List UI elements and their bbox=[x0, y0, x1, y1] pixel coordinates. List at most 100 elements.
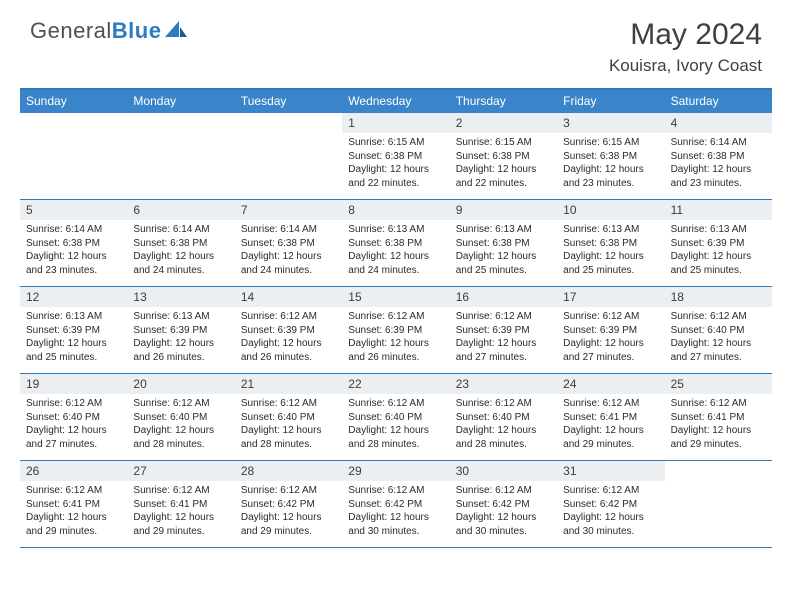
day-cell: 31Sunrise: 6:12 AMSunset: 6:42 PMDayligh… bbox=[557, 461, 664, 547]
day-cell: 2Sunrise: 6:15 AMSunset: 6:38 PMDaylight… bbox=[450, 113, 557, 199]
day-cell: 10Sunrise: 6:13 AMSunset: 6:38 PMDayligh… bbox=[557, 200, 664, 286]
weekday-header: Thursday bbox=[450, 90, 557, 113]
weekday-header: Wednesday bbox=[342, 90, 449, 113]
day-number: 11 bbox=[665, 200, 772, 220]
day-details: Sunrise: 6:12 AMSunset: 6:41 PMDaylight:… bbox=[557, 394, 664, 455]
day-cell: 14Sunrise: 6:12 AMSunset: 6:39 PMDayligh… bbox=[235, 287, 342, 373]
day-details: Sunrise: 6:13 AMSunset: 6:38 PMDaylight:… bbox=[557, 220, 664, 281]
weekday-header-row: SundayMondayTuesdayWednesdayThursdayFrid… bbox=[20, 90, 772, 113]
day-details: Sunrise: 6:12 AMSunset: 6:40 PMDaylight:… bbox=[342, 394, 449, 455]
day-cell: 28Sunrise: 6:12 AMSunset: 6:42 PMDayligh… bbox=[235, 461, 342, 547]
day-details: Sunrise: 6:14 AMSunset: 6:38 PMDaylight:… bbox=[127, 220, 234, 281]
day-number: 22 bbox=[342, 374, 449, 394]
title-block: May 2024 Kouisra, Ivory Coast bbox=[609, 18, 762, 76]
day-details: Sunrise: 6:13 AMSunset: 6:38 PMDaylight:… bbox=[342, 220, 449, 281]
day-details: Sunrise: 6:12 AMSunset: 6:42 PMDaylight:… bbox=[557, 481, 664, 542]
weekday-header: Sunday bbox=[20, 90, 127, 113]
day-number: 5 bbox=[20, 200, 127, 220]
day-number: 7 bbox=[235, 200, 342, 220]
week-row: 19Sunrise: 6:12 AMSunset: 6:40 PMDayligh… bbox=[20, 374, 772, 461]
day-cell: 27Sunrise: 6:12 AMSunset: 6:41 PMDayligh… bbox=[127, 461, 234, 547]
day-number: 31 bbox=[557, 461, 664, 481]
day-details: Sunrise: 6:14 AMSunset: 6:38 PMDaylight:… bbox=[665, 133, 772, 194]
day-cell: 7Sunrise: 6:14 AMSunset: 6:38 PMDaylight… bbox=[235, 200, 342, 286]
day-details: Sunrise: 6:14 AMSunset: 6:38 PMDaylight:… bbox=[235, 220, 342, 281]
day-cell: 24Sunrise: 6:12 AMSunset: 6:41 PMDayligh… bbox=[557, 374, 664, 460]
day-cell: 19Sunrise: 6:12 AMSunset: 6:40 PMDayligh… bbox=[20, 374, 127, 460]
day-number: 25 bbox=[665, 374, 772, 394]
day-details: Sunrise: 6:12 AMSunset: 6:39 PMDaylight:… bbox=[235, 307, 342, 368]
logo-part2: Blue bbox=[112, 18, 162, 43]
day-cell: 22Sunrise: 6:12 AMSunset: 6:40 PMDayligh… bbox=[342, 374, 449, 460]
day-number: 18 bbox=[665, 287, 772, 307]
day-cell: 1Sunrise: 6:15 AMSunset: 6:38 PMDaylight… bbox=[342, 113, 449, 199]
day-cell: 20Sunrise: 6:12 AMSunset: 6:40 PMDayligh… bbox=[127, 374, 234, 460]
week-row: 1Sunrise: 6:15 AMSunset: 6:38 PMDaylight… bbox=[20, 113, 772, 200]
day-cell: 8Sunrise: 6:13 AMSunset: 6:38 PMDaylight… bbox=[342, 200, 449, 286]
logo-text: GeneralBlue bbox=[30, 18, 161, 44]
day-details: Sunrise: 6:13 AMSunset: 6:39 PMDaylight:… bbox=[665, 220, 772, 281]
day-number: 8 bbox=[342, 200, 449, 220]
day-cell bbox=[665, 461, 772, 547]
day-cell: 30Sunrise: 6:12 AMSunset: 6:42 PMDayligh… bbox=[450, 461, 557, 547]
day-details: Sunrise: 6:12 AMSunset: 6:41 PMDaylight:… bbox=[665, 394, 772, 455]
day-number: 16 bbox=[450, 287, 557, 307]
logo: GeneralBlue bbox=[30, 18, 187, 44]
day-cell: 3Sunrise: 6:15 AMSunset: 6:38 PMDaylight… bbox=[557, 113, 664, 199]
page-header: GeneralBlue May 2024 Kouisra, Ivory Coas… bbox=[0, 0, 792, 82]
day-details: Sunrise: 6:15 AMSunset: 6:38 PMDaylight:… bbox=[342, 133, 449, 194]
day-cell: 25Sunrise: 6:12 AMSunset: 6:41 PMDayligh… bbox=[665, 374, 772, 460]
calendar: SundayMondayTuesdayWednesdayThursdayFrid… bbox=[20, 88, 772, 548]
day-details: Sunrise: 6:12 AMSunset: 6:40 PMDaylight:… bbox=[127, 394, 234, 455]
weekday-header: Saturday bbox=[665, 90, 772, 113]
week-row: 5Sunrise: 6:14 AMSunset: 6:38 PMDaylight… bbox=[20, 200, 772, 287]
day-number: 2 bbox=[450, 113, 557, 133]
day-number: 10 bbox=[557, 200, 664, 220]
week-row: 26Sunrise: 6:12 AMSunset: 6:41 PMDayligh… bbox=[20, 461, 772, 548]
day-cell bbox=[127, 113, 234, 199]
day-cell: 23Sunrise: 6:12 AMSunset: 6:40 PMDayligh… bbox=[450, 374, 557, 460]
day-cell: 11Sunrise: 6:13 AMSunset: 6:39 PMDayligh… bbox=[665, 200, 772, 286]
month-title: May 2024 bbox=[609, 18, 762, 52]
day-details: Sunrise: 6:14 AMSunset: 6:38 PMDaylight:… bbox=[20, 220, 127, 281]
day-cell: 9Sunrise: 6:13 AMSunset: 6:38 PMDaylight… bbox=[450, 200, 557, 286]
day-cell: 12Sunrise: 6:13 AMSunset: 6:39 PMDayligh… bbox=[20, 287, 127, 373]
weekday-header: Friday bbox=[557, 90, 664, 113]
day-details: Sunrise: 6:15 AMSunset: 6:38 PMDaylight:… bbox=[450, 133, 557, 194]
weekday-header: Tuesday bbox=[235, 90, 342, 113]
day-cell bbox=[20, 113, 127, 199]
day-cell: 6Sunrise: 6:14 AMSunset: 6:38 PMDaylight… bbox=[127, 200, 234, 286]
day-details: Sunrise: 6:13 AMSunset: 6:39 PMDaylight:… bbox=[20, 307, 127, 368]
day-details: Sunrise: 6:13 AMSunset: 6:39 PMDaylight:… bbox=[127, 307, 234, 368]
day-number: 20 bbox=[127, 374, 234, 394]
day-details: Sunrise: 6:12 AMSunset: 6:40 PMDaylight:… bbox=[235, 394, 342, 455]
day-details: Sunrise: 6:12 AMSunset: 6:39 PMDaylight:… bbox=[557, 307, 664, 368]
day-cell: 17Sunrise: 6:12 AMSunset: 6:39 PMDayligh… bbox=[557, 287, 664, 373]
day-cell: 16Sunrise: 6:12 AMSunset: 6:39 PMDayligh… bbox=[450, 287, 557, 373]
day-cell: 26Sunrise: 6:12 AMSunset: 6:41 PMDayligh… bbox=[20, 461, 127, 547]
week-row: 12Sunrise: 6:13 AMSunset: 6:39 PMDayligh… bbox=[20, 287, 772, 374]
day-cell: 4Sunrise: 6:14 AMSunset: 6:38 PMDaylight… bbox=[665, 113, 772, 199]
day-cell: 18Sunrise: 6:12 AMSunset: 6:40 PMDayligh… bbox=[665, 287, 772, 373]
day-details: Sunrise: 6:12 AMSunset: 6:40 PMDaylight:… bbox=[20, 394, 127, 455]
day-details: Sunrise: 6:12 AMSunset: 6:41 PMDaylight:… bbox=[20, 481, 127, 542]
day-number: 28 bbox=[235, 461, 342, 481]
day-number: 14 bbox=[235, 287, 342, 307]
day-number: 30 bbox=[450, 461, 557, 481]
day-details: Sunrise: 6:12 AMSunset: 6:42 PMDaylight:… bbox=[450, 481, 557, 542]
day-number: 21 bbox=[235, 374, 342, 394]
day-details: Sunrise: 6:12 AMSunset: 6:39 PMDaylight:… bbox=[450, 307, 557, 368]
day-number: 24 bbox=[557, 374, 664, 394]
location-subtitle: Kouisra, Ivory Coast bbox=[609, 56, 762, 76]
day-details: Sunrise: 6:12 AMSunset: 6:40 PMDaylight:… bbox=[450, 394, 557, 455]
day-number: 27 bbox=[127, 461, 234, 481]
day-number: 26 bbox=[20, 461, 127, 481]
day-details: Sunrise: 6:13 AMSunset: 6:38 PMDaylight:… bbox=[450, 220, 557, 281]
day-details: Sunrise: 6:12 AMSunset: 6:41 PMDaylight:… bbox=[127, 481, 234, 542]
day-number: 12 bbox=[20, 287, 127, 307]
logo-part1: General bbox=[30, 18, 112, 43]
logo-sail-icon bbox=[165, 19, 187, 44]
day-details: Sunrise: 6:12 AMSunset: 6:42 PMDaylight:… bbox=[235, 481, 342, 542]
day-number: 1 bbox=[342, 113, 449, 133]
day-number: 17 bbox=[557, 287, 664, 307]
